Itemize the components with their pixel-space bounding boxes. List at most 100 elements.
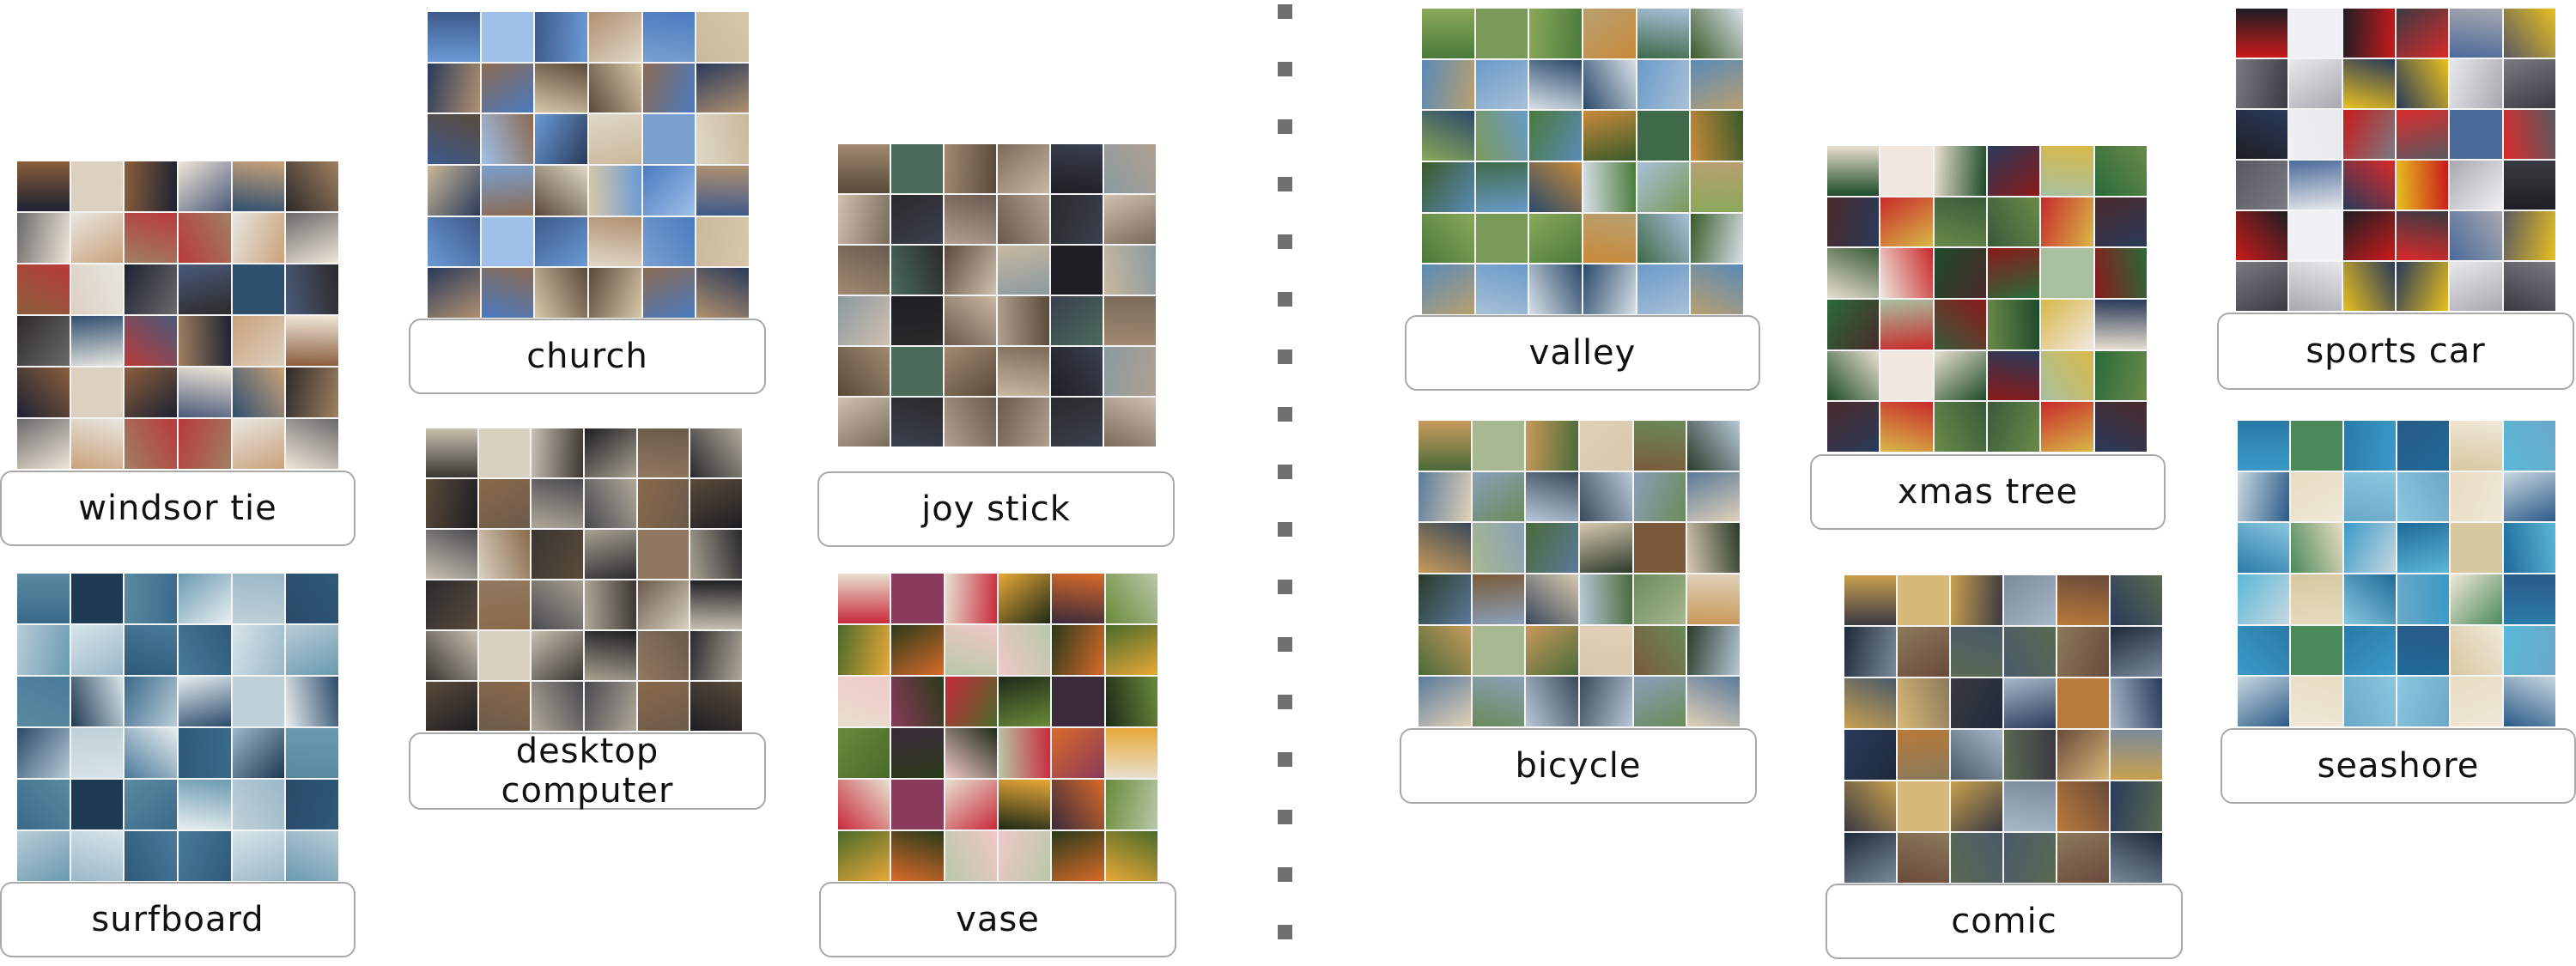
thumbnail (2041, 402, 2093, 452)
thumbnail (2342, 110, 2395, 159)
thumbnail (1898, 627, 1949, 677)
thumbnail (179, 264, 231, 314)
thumbnail (426, 530, 477, 579)
thumbnail (589, 114, 641, 164)
thumbnail (179, 831, 231, 881)
thumbnail (2503, 110, 2555, 159)
thumbnail (1691, 213, 1743, 264)
thumbnail (1898, 730, 1949, 780)
thumbnail (179, 161, 231, 211)
thumbnail (637, 580, 690, 629)
thumbnail (891, 296, 943, 345)
label-desktop-computer-line2: computer (501, 771, 674, 811)
divider-dash (1278, 925, 1292, 939)
thumbnail (1844, 730, 1896, 780)
thumbnail (1687, 625, 1740, 676)
thumbnail (478, 479, 531, 528)
thumbnail (1419, 523, 1471, 573)
thumbnail (1104, 296, 1156, 345)
thumbnail (589, 12, 641, 62)
thumbnail (998, 296, 1049, 345)
image-grid-desktop-computer (426, 428, 742, 731)
thumbnail (2289, 211, 2342, 260)
thumbnail (1419, 677, 1471, 726)
thumbnail (1529, 111, 1582, 161)
thumbnail (2344, 523, 2396, 573)
thumbnail (838, 677, 890, 726)
thumbnail (286, 625, 338, 675)
thumbnail (945, 677, 997, 726)
thumbnail (1687, 574, 1740, 624)
thumbnail (1475, 213, 1528, 264)
thumbnail (70, 728, 124, 778)
thumbnail (1105, 677, 1157, 726)
thumbnail (2094, 402, 2147, 452)
thumbnail (2004, 575, 2056, 625)
thumbnail (179, 780, 231, 829)
thumbnail (1633, 677, 1686, 726)
thumbnail (2111, 833, 2162, 883)
thumbnail (1419, 574, 1471, 624)
thumbnail (1987, 146, 2040, 196)
thumbnail (2504, 471, 2555, 522)
thumbnail (70, 780, 124, 829)
thumbnail (585, 631, 636, 680)
thumbnail (2111, 627, 2162, 677)
thumbnail (428, 216, 480, 267)
thumbnail (998, 195, 1049, 244)
thumbnail (532, 682, 583, 731)
thumbnail (589, 63, 641, 113)
divider-dash (1278, 349, 1292, 364)
thumbnail (1105, 831, 1157, 881)
thumbnail (232, 213, 285, 263)
divider-dash (1278, 119, 1292, 134)
thumbnail (2342, 211, 2395, 260)
thumbnail (1475, 9, 1528, 58)
thumbnail (1472, 677, 1525, 726)
thumbnail (642, 268, 696, 318)
divider-dash (1278, 407, 1292, 422)
image-grid-comic (1844, 575, 2162, 883)
thumbnail (2451, 523, 2502, 573)
thumbnail (1583, 162, 1636, 212)
thumbnail (17, 574, 70, 623)
thumbnail (1691, 59, 1743, 110)
thumbnail (1580, 677, 1632, 726)
thumbnail (1934, 197, 1986, 247)
thumbnail (286, 368, 338, 417)
thumbnail (585, 428, 636, 477)
thumbnail (998, 574, 1051, 623)
thumbnail (426, 580, 477, 629)
thumbnail (2094, 248, 2147, 298)
thumbnail (2451, 625, 2502, 676)
thumbnail (1844, 627, 1896, 677)
thumbnail (637, 428, 690, 477)
thumbnail (70, 368, 124, 417)
thumbnail (838, 780, 890, 829)
thumbnail (17, 316, 70, 366)
thumbnail (696, 166, 749, 216)
thumbnail (945, 574, 997, 623)
thumbnail (125, 161, 177, 211)
thumbnail (1898, 678, 1949, 728)
image-grid-windsor-tie (17, 161, 338, 469)
thumbnail (2291, 471, 2342, 522)
thumbnail (179, 419, 231, 469)
thumbnail (945, 831, 997, 881)
thumbnail (637, 479, 690, 528)
thumbnail (286, 831, 338, 881)
thumbnail (481, 12, 534, 62)
thumbnail (426, 631, 477, 680)
thumbnail (1951, 781, 2002, 831)
thumbnail (1898, 833, 1949, 883)
thumbnail (1987, 197, 2040, 247)
thumbnail (1051, 296, 1103, 345)
thumbnail (690, 682, 742, 731)
thumbnail (2111, 678, 2162, 728)
thumbnail (2450, 59, 2502, 108)
divider-dash (1278, 752, 1292, 767)
label-bicycle: bicycle (1400, 728, 1757, 804)
thumbnail (1105, 780, 1157, 829)
thumbnail (1052, 728, 1104, 778)
thumbnail (2503, 9, 2555, 58)
